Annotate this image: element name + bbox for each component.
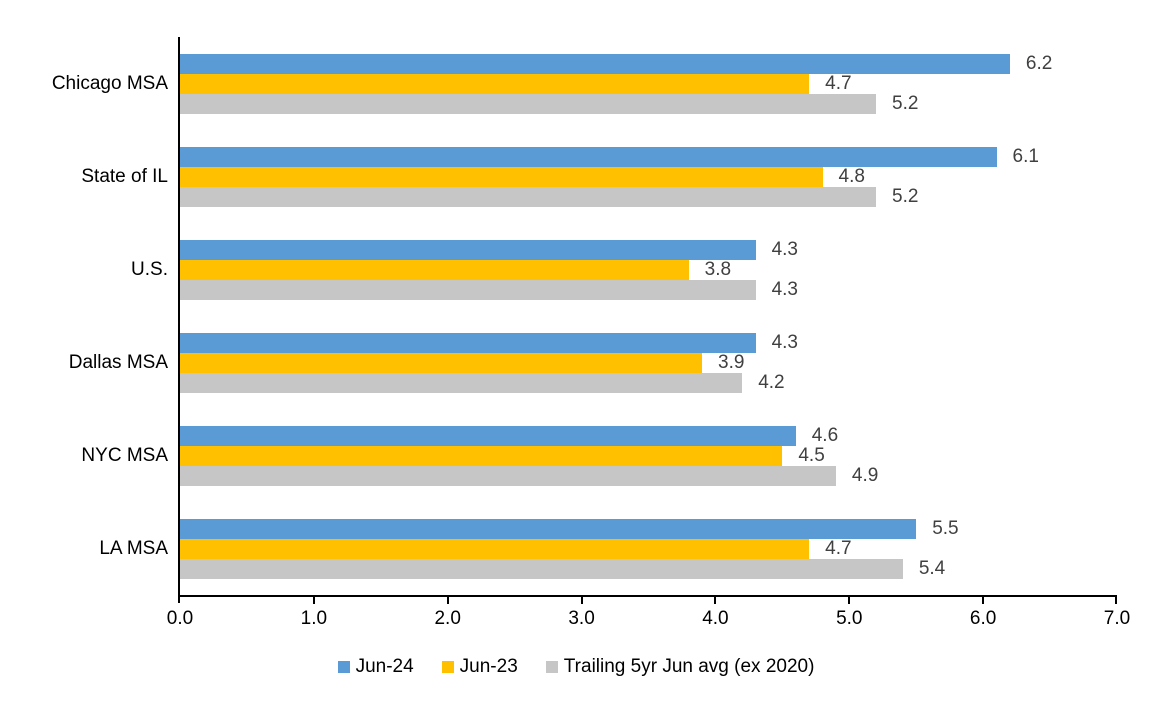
value-label: 6.1 [1012, 145, 1039, 167]
value-label: 5.4 [918, 557, 946, 579]
bar [180, 445, 783, 466]
bar [180, 279, 756, 300]
bar [180, 166, 823, 187]
value-label: 4.6 [811, 424, 839, 446]
axis-tick-label: 1.0 [300, 608, 328, 629]
category-label: U.S. [131, 258, 168, 280]
axis-tick [1115, 597, 1117, 604]
value-label: 6.2 [1025, 52, 1053, 74]
axis-tick [982, 597, 985, 604]
bar [180, 186, 877, 207]
plot-area: 6.2 4.7 5.2 6.1 4.8 5.2 4.3 3.8 4.3 4.3 3.9 4.2 4.6 4… [180, 37, 1117, 595]
bar [180, 425, 796, 446]
legend-label: Jun-24 [355, 656, 414, 677]
bar [180, 146, 997, 167]
bar [180, 239, 756, 260]
axis-tick-label: 3.0 [568, 608, 595, 629]
bar [180, 352, 703, 373]
value-label: 4.3 [771, 238, 798, 260]
bar [180, 259, 689, 280]
value-label: 4.5 [798, 444, 825, 466]
bar [180, 73, 810, 94]
value-label: 4.3 [771, 331, 798, 353]
axis-tick-label: 2.0 [434, 608, 461, 629]
bar [180, 93, 877, 114]
bar [180, 538, 810, 559]
category-label: Dallas MSA [68, 351, 168, 373]
axis-tick-label: 7.0 [1103, 608, 1131, 629]
axis-tick-label: 5.0 [836, 608, 863, 629]
value-label: 4.7 [825, 72, 852, 94]
bar [180, 332, 756, 353]
legend-item: Jun-23 [441, 656, 518, 678]
value-label: 4.7 [825, 537, 852, 559]
bar [180, 518, 917, 539]
value-label: 3.8 [704, 258, 732, 280]
legend-item: Jun-24 [337, 656, 414, 678]
value-label: 5.5 [932, 517, 959, 539]
axis-tick-label: 0.0 [166, 608, 194, 629]
value-label: 4.2 [758, 371, 785, 393]
value-label: 5.2 [892, 92, 919, 114]
axis-tick-label: 4.0 [702, 608, 729, 629]
value-label: 4.8 [838, 165, 865, 187]
legend-item: Trailing 5yr Jun avg (ex 2020) [545, 656, 815, 678]
value-label: 4.3 [771, 278, 798, 300]
bar [180, 558, 903, 579]
bar [180, 53, 1010, 74]
axis-tick [848, 597, 851, 604]
x-axis-line [178, 595, 1117, 597]
legend-swatch-icon [441, 661, 454, 673]
category-label: State of IL [81, 165, 168, 187]
axis-tick [312, 597, 315, 604]
legend-label: Trailing 5yr Jun avg (ex 2020) [563, 656, 815, 677]
legend-label: Jun-23 [459, 656, 518, 677]
axis-tick [580, 597, 583, 604]
y-axis-line [178, 37, 180, 603]
category-label: LA MSA [99, 537, 168, 559]
axis-tick [714, 597, 717, 604]
category-label: Chicago MSA [51, 72, 168, 94]
category-label: NYC MSA [81, 444, 168, 466]
bar [180, 372, 743, 393]
legend-swatch-icon [337, 661, 350, 673]
bar [180, 465, 836, 486]
value-label: 3.9 [718, 351, 745, 373]
value-label: 4.9 [851, 464, 879, 486]
value-label: 5.2 [892, 185, 919, 207]
legend-swatch-icon [545, 661, 558, 673]
axis-tick [446, 597, 449, 604]
chart-legend: Jun-24 Jun-23 Trailing 5yr Jun avg (ex 202… [0, 650, 1152, 684]
axis-tick-label: 6.0 [969, 608, 997, 629]
